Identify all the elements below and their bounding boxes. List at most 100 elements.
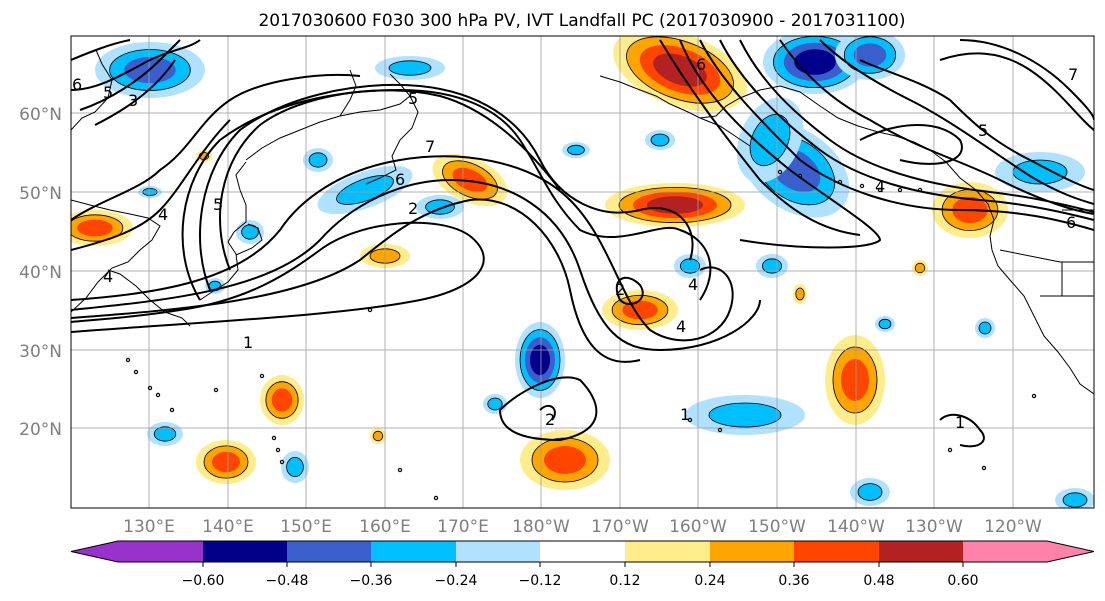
lon-label: 130°W [905, 517, 963, 537]
contour-label: 1 [680, 405, 690, 424]
lon-label: 170°E [437, 517, 489, 537]
contour-label: 5 [408, 89, 418, 108]
ivt-anomaly [370, 428, 386, 444]
lat-label: 50°N [19, 184, 62, 204]
ivt-anomaly [605, 183, 745, 227]
colorbar-tick-label: −0.24 [435, 573, 478, 589]
ivt-anomaly [196, 440, 256, 484]
colorbar-segment [118, 541, 203, 562]
colorbar-tick-label: 0.36 [778, 573, 809, 589]
contour-label: 1 [955, 413, 965, 432]
colorbar-outline [70, 540, 1095, 563]
contour-label: 6 [1066, 213, 1076, 232]
ivt-anomaly [260, 375, 304, 425]
colorbar-tick-label: −0.48 [266, 573, 309, 589]
ivt-anomaly [912, 260, 928, 276]
contour-label: 5 [978, 121, 988, 140]
ivt-anomaly [645, 130, 675, 150]
lon-label: 150°E [280, 517, 332, 537]
ivt-anomaly [736, 97, 804, 183]
lon-label: 140°E [202, 517, 254, 537]
colorbar-tick-label: −0.36 [350, 573, 393, 589]
contour-label: 2 [545, 410, 555, 429]
contour-label: 6 [395, 170, 405, 189]
lon-label: 130°E [123, 517, 175, 537]
contour-label: 6 [72, 75, 82, 94]
contour-label: 5 [213, 195, 223, 214]
ivt-anomaly [303, 148, 333, 172]
colorbar-tick-label: 0.12 [609, 573, 640, 589]
colorbar-tick-label: 0.24 [694, 573, 725, 589]
lon-label: 150°W [748, 517, 806, 537]
ivt-anomaly [756, 254, 788, 278]
colorbar-segment [963, 541, 1047, 562]
contour-label: 4 [875, 177, 885, 196]
ivt-anomaly [375, 56, 445, 80]
lon-label: 160°W [669, 517, 727, 537]
colorbar-segment [540, 541, 625, 562]
contour-label: 3 [128, 91, 138, 110]
ivt-anomaly [995, 152, 1085, 192]
colorbar-segment [879, 541, 963, 562]
ivt-anomaly [147, 422, 183, 446]
map-title: 2017030600 F030 300 hPa PV, IVT Landfall… [258, 11, 905, 31]
lat-label: 60°N [19, 105, 62, 125]
ivt-anomaly [850, 478, 890, 506]
colorbar-segment [794, 541, 879, 562]
ivt-anomaly [515, 322, 565, 398]
contour-label: 2 [408, 199, 418, 218]
ivt-anomaly [317, 165, 413, 215]
ivt-anomaly [975, 318, 995, 338]
colorbar-segment [456, 541, 540, 562]
contour-label: 6 [696, 55, 706, 74]
islands [125, 169, 1037, 501]
lon-label: 180°W [512, 517, 570, 537]
contour-label: 1 [243, 333, 253, 352]
colorbar-segment [287, 541, 371, 562]
colorbar-segment [371, 541, 456, 562]
ivt-anomaly [875, 316, 895, 332]
colorbar-tick-labels: −0.60 −0.48 −0.36 −0.24 −0.12 0.12 0.24 … [182, 573, 979, 589]
ivt-shading [71, 36, 1094, 508]
lon-label: 170°W [591, 517, 649, 537]
longitude-labels: 130°E 140°E 150°E 160°E 170°E 180°W 170°… [123, 517, 1042, 537]
map-panel: 6 5 3 5 4 4 7 6 5 2 1 2 1 2 4 4 5 6 7 4 … [71, 36, 1094, 508]
map-frame [70, 35, 1095, 509]
ivt-anomaly [520, 430, 610, 490]
colorbar-tick-label: 0.48 [863, 573, 894, 589]
ivt-anomaly [835, 36, 905, 80]
contour-label: 7 [1068, 65, 1078, 84]
contour-label: 4 [103, 267, 113, 286]
contour-label: 4 [676, 317, 686, 336]
ivt-anomaly [825, 335, 885, 425]
colorbar-tick-label: 0.60 [947, 573, 978, 589]
contour-labels: 6 5 3 5 4 4 7 6 5 2 1 2 1 2 4 4 5 6 7 4 … [72, 55, 1078, 432]
ivt-anomaly [562, 142, 590, 158]
lat-label: 20°N [19, 420, 62, 440]
contour-label: 7 [425, 137, 435, 156]
ivt-anomaly [685, 395, 805, 435]
contour-label: 2 [615, 280, 625, 299]
lon-label: 120°W [984, 517, 1042, 537]
lat-label: 30°N [19, 342, 62, 362]
colorbar-segment [203, 541, 287, 562]
latitude-labels: 60°N 50°N 40°N 30°N 20°N [19, 105, 62, 440]
colorbar-tick-label: −0.12 [519, 573, 562, 589]
ivt-anomaly [432, 153, 508, 207]
lon-label: 140°W [827, 517, 885, 537]
colorbar-tick-label: −0.60 [182, 573, 225, 589]
pv-contours [71, 39, 1094, 448]
ivt-anomaly [1055, 488, 1094, 508]
lat-label: 40°N [19, 263, 62, 283]
colorbar [70, 540, 1095, 567]
colorbar-segment [710, 541, 794, 562]
ivt-anomaly [483, 394, 507, 414]
contour-label: 4 [158, 205, 168, 224]
contour-label: 5 [103, 83, 113, 102]
colorbar-segment [625, 541, 710, 562]
colorbar-extend-high [1047, 541, 1094, 562]
ivt-anomaly [281, 451, 309, 483]
colorbar-extend-low [71, 541, 118, 562]
ivt-anomaly [793, 284, 807, 304]
